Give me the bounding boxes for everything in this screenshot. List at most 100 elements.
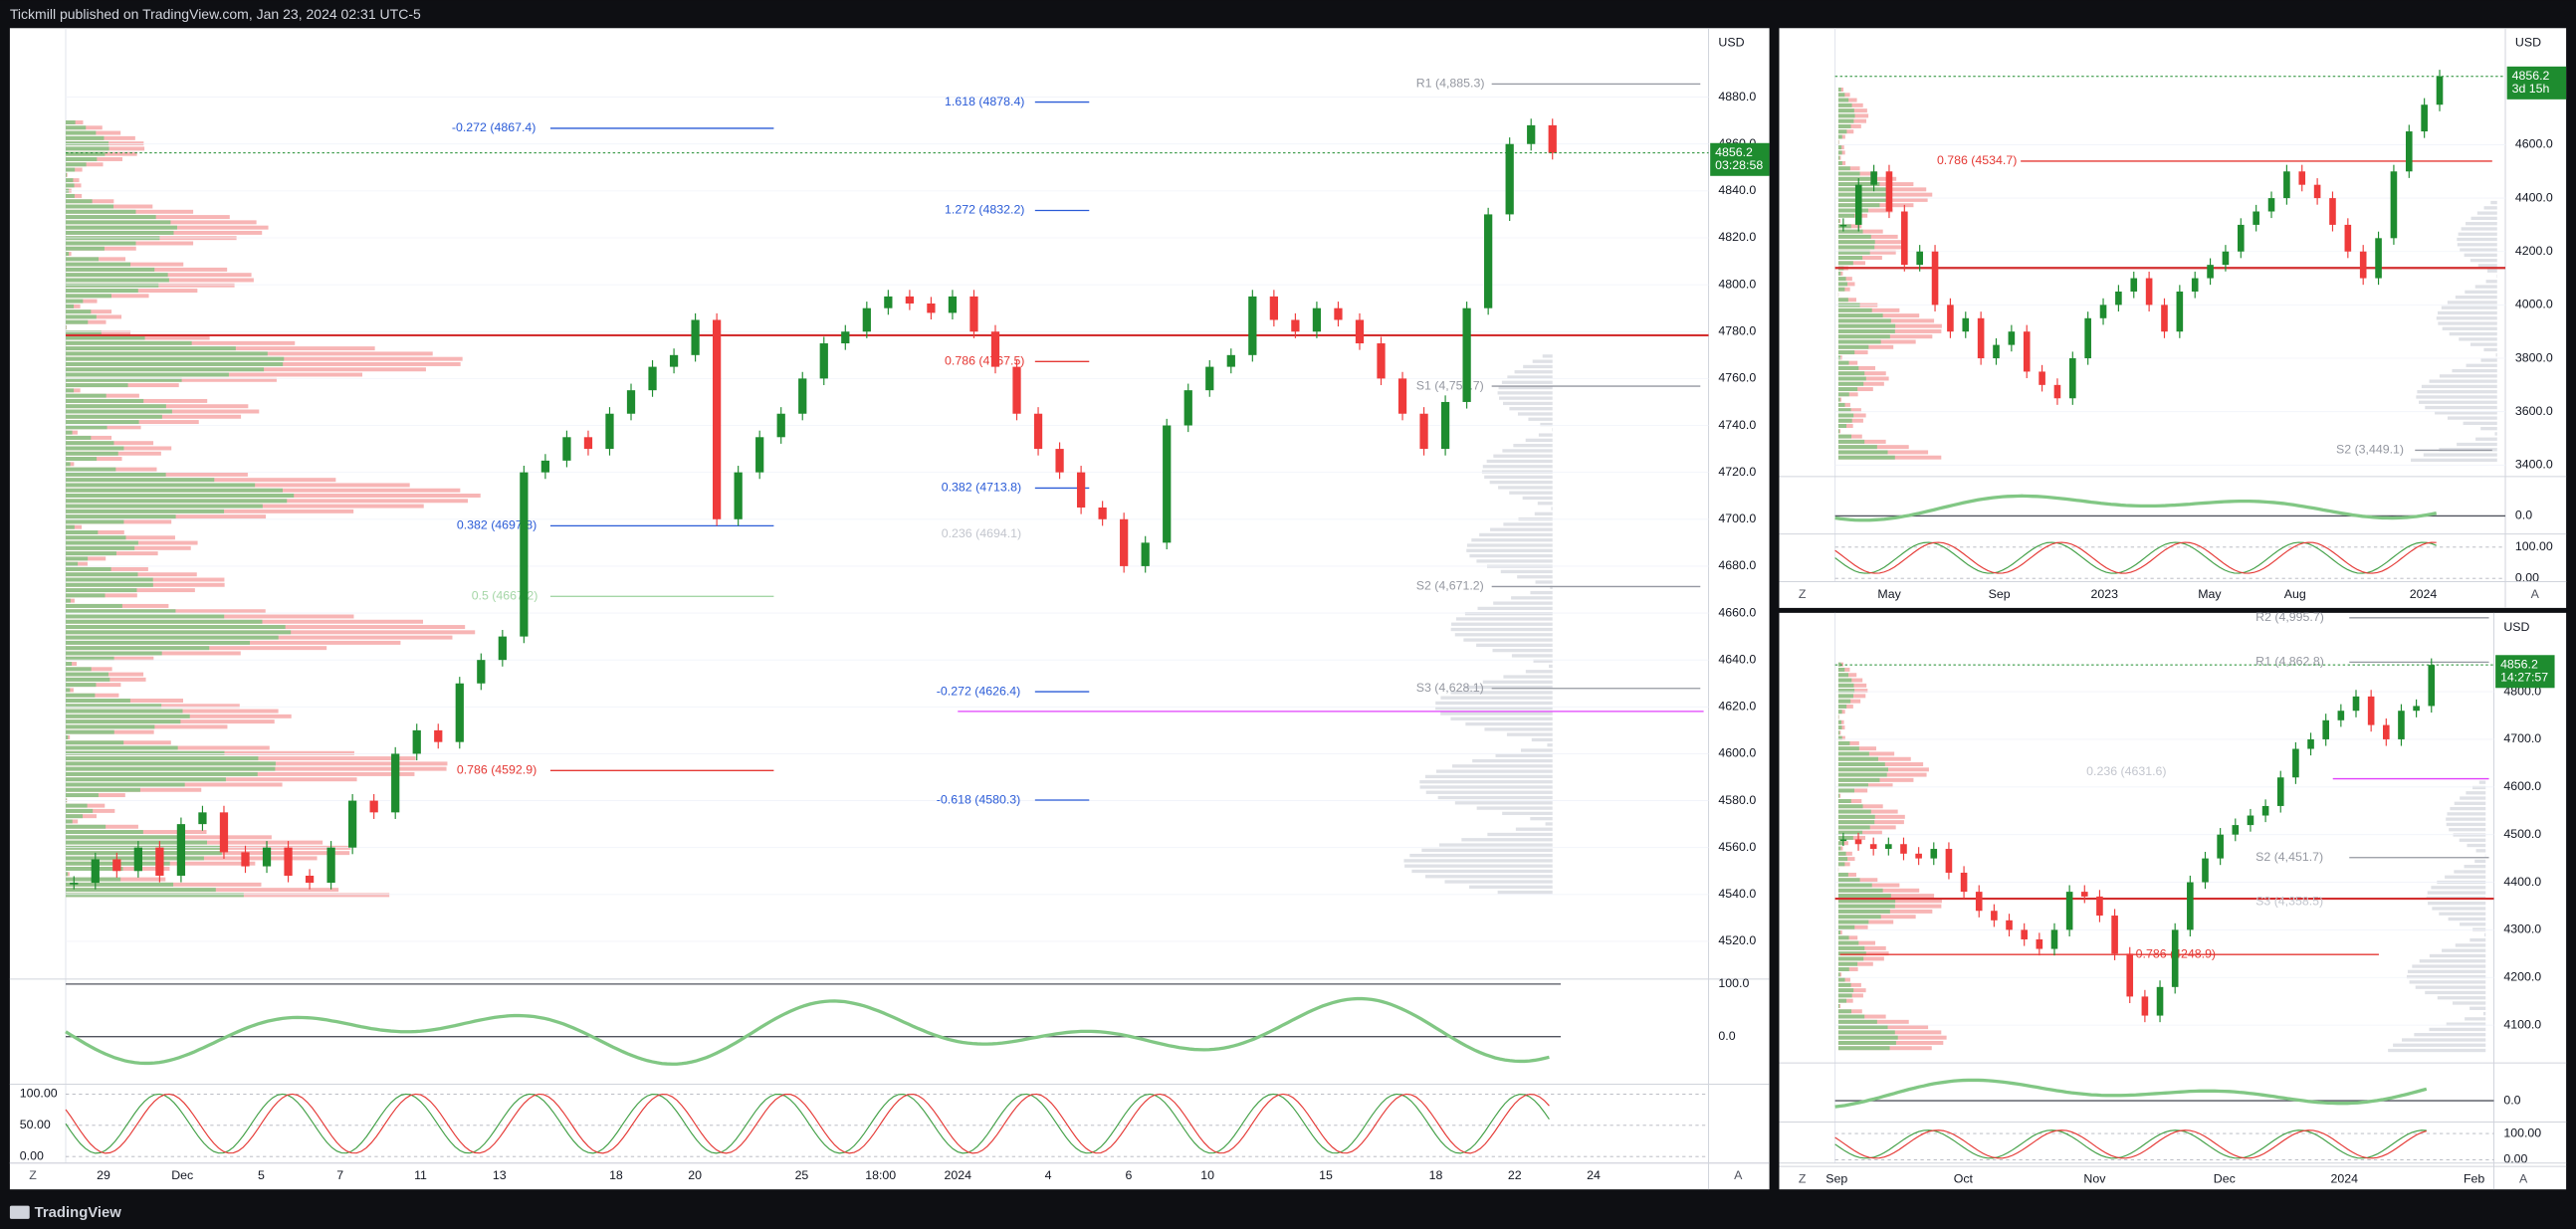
candle-body <box>1484 214 1493 308</box>
volume-profile-green <box>1837 1025 1888 1030</box>
time-label: Sep <box>1989 587 2011 601</box>
price-tick-label: 4620.0 <box>1718 700 1756 714</box>
session-profile <box>2469 258 2497 263</box>
session-profile <box>1469 885 1553 889</box>
session-profile <box>2425 405 2497 410</box>
volume-profile-green <box>66 693 96 698</box>
osc1-tick-label: 100.0 <box>1718 976 1749 990</box>
volume-profile-green <box>1837 883 1872 888</box>
session-profile <box>2411 458 2497 463</box>
volume-profile-green <box>66 729 114 734</box>
session-profile <box>1438 843 1553 847</box>
price-tick-label: 4880.0 <box>1718 90 1756 103</box>
level-label: 0.786 (4592.9) <box>457 763 537 777</box>
session-profile <box>1499 396 1553 400</box>
level-label: 0.236 (4631.6) <box>2086 764 2166 778</box>
session-profile <box>2452 1001 2486 1005</box>
session-profile <box>1502 811 1553 816</box>
currency-label: USD <box>2503 620 2529 634</box>
session-profile <box>2460 248 2497 252</box>
session-profile <box>1530 590 1553 595</box>
candle-body <box>2202 858 2209 883</box>
price-tick-label: 3400.0 <box>2515 458 2553 472</box>
session-profile <box>1552 428 1553 432</box>
volume-profile-green <box>1837 418 1852 423</box>
volume-profile-green <box>1837 935 1849 940</box>
session-profile <box>1463 638 1553 642</box>
volume-profile-green <box>66 388 75 393</box>
volume-profile-green <box>66 582 153 587</box>
volume-profile-green <box>1837 408 1851 413</box>
volume-profile-green <box>66 262 131 267</box>
volume-profile-green <box>1837 673 1848 678</box>
session-profile <box>1469 553 1553 558</box>
volume-profile-green <box>1837 841 1844 846</box>
candle-body <box>1962 317 1970 332</box>
candle-body <box>1548 124 1557 153</box>
candle-body <box>455 683 464 742</box>
session-profile <box>1476 806 1553 810</box>
session-profile <box>1549 664 1553 669</box>
candle-body <box>2080 892 2088 897</box>
candle-body <box>112 859 121 872</box>
session-profile <box>1435 707 1553 711</box>
session-profile <box>1435 769 1553 773</box>
candle-body <box>605 413 614 450</box>
session-profile <box>1501 380 1553 384</box>
session-profile <box>1440 696 1553 700</box>
last-price-box <box>2495 655 2555 689</box>
candle-body <box>2413 706 2420 712</box>
volume-profile-green <box>1837 961 1858 966</box>
panel-background <box>1779 28 2567 608</box>
time-label: 22 <box>1508 1168 1522 1182</box>
volume-profile-green <box>66 494 295 498</box>
volume-profile-green <box>1837 387 1858 392</box>
volume-profile-green <box>66 882 174 887</box>
volume-profile-green <box>1837 920 1869 924</box>
time-label: 7 <box>336 1168 343 1182</box>
candle-body <box>905 296 915 304</box>
session-profile <box>2448 917 2486 922</box>
volume-profile-green <box>1837 88 1841 92</box>
candle-body <box>562 437 571 461</box>
volume-profile-green <box>66 651 162 656</box>
session-profile <box>1534 512 1553 515</box>
volume-profile-green <box>1837 872 1848 877</box>
volume-profile-green <box>1837 307 1872 312</box>
volume-profile-green <box>1837 334 1890 339</box>
candle-body <box>326 847 335 884</box>
session-profile <box>2480 427 2497 431</box>
session-profile <box>2495 353 2497 357</box>
volume-profile-green <box>66 383 128 388</box>
candle-body <box>498 636 507 661</box>
price-tick-label: 4700.0 <box>2503 731 2541 745</box>
level-label: 0.382 (4697.8) <box>457 518 537 532</box>
price-tick-label: 4600.0 <box>2503 779 2541 793</box>
session-profile <box>1455 617 1553 621</box>
time-label: 10 <box>1200 1168 1214 1182</box>
candle-body <box>434 729 443 742</box>
corner-left: Z <box>1799 1172 1807 1186</box>
candle-body <box>2232 825 2240 835</box>
volume-profile-green <box>66 603 122 608</box>
volume-profile-green <box>66 209 136 214</box>
candle-body <box>1377 343 1386 379</box>
session-profile <box>2442 326 2497 330</box>
volume-profile-green <box>1837 820 1875 825</box>
volume-profile-green <box>66 483 256 488</box>
time-label: 5 <box>258 1168 265 1182</box>
session-profile <box>1472 758 1553 763</box>
volume-profile-green <box>1837 799 1851 803</box>
level-label: S2 (4,671.2) <box>1416 579 1484 593</box>
volume-profile-green <box>66 451 118 456</box>
last-price-box <box>2506 66 2567 100</box>
session-profile <box>1500 569 1553 574</box>
volume-profile-green <box>1837 250 1870 255</box>
price-tick-label: 4660.0 <box>1718 605 1756 619</box>
session-profile <box>1532 359 1553 363</box>
session-profile <box>2435 411 2497 415</box>
candle-body <box>1183 390 1192 426</box>
candle-body <box>540 460 550 473</box>
volume-profile-green <box>66 488 283 493</box>
